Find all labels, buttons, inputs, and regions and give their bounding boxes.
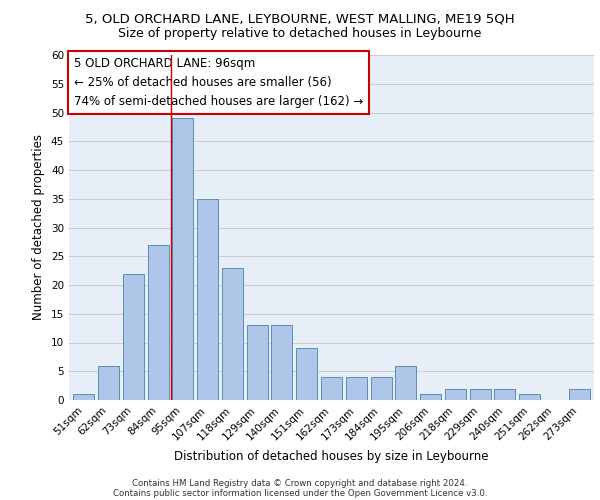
Bar <box>148 245 169 400</box>
Bar <box>73 394 94 400</box>
Text: 5 OLD ORCHARD LANE: 96sqm
← 25% of detached houses are smaller (56)
74% of semi-: 5 OLD ORCHARD LANE: 96sqm ← 25% of detac… <box>74 56 364 108</box>
Bar <box>271 325 292 400</box>
Text: Size of property relative to detached houses in Leybourne: Size of property relative to detached ho… <box>118 28 482 40</box>
Text: 5, OLD ORCHARD LANE, LEYBOURNE, WEST MALLING, ME19 5QH: 5, OLD ORCHARD LANE, LEYBOURNE, WEST MAL… <box>85 12 515 26</box>
Bar <box>321 377 342 400</box>
Bar <box>123 274 144 400</box>
Text: Contains public sector information licensed under the Open Government Licence v3: Contains public sector information licen… <box>113 488 487 498</box>
Bar <box>519 394 540 400</box>
Bar <box>445 388 466 400</box>
Bar <box>569 388 590 400</box>
X-axis label: Distribution of detached houses by size in Leybourne: Distribution of detached houses by size … <box>174 450 489 463</box>
Bar <box>494 388 515 400</box>
Bar <box>371 377 392 400</box>
Bar <box>172 118 193 400</box>
Bar <box>98 366 119 400</box>
Bar <box>346 377 367 400</box>
Y-axis label: Number of detached properties: Number of detached properties <box>32 134 46 320</box>
Text: Contains HM Land Registry data © Crown copyright and database right 2024.: Contains HM Land Registry data © Crown c… <box>132 478 468 488</box>
Bar <box>395 366 416 400</box>
Bar <box>470 388 491 400</box>
Bar <box>296 348 317 400</box>
Bar <box>197 198 218 400</box>
Bar <box>222 268 243 400</box>
Bar <box>420 394 441 400</box>
Bar <box>247 325 268 400</box>
